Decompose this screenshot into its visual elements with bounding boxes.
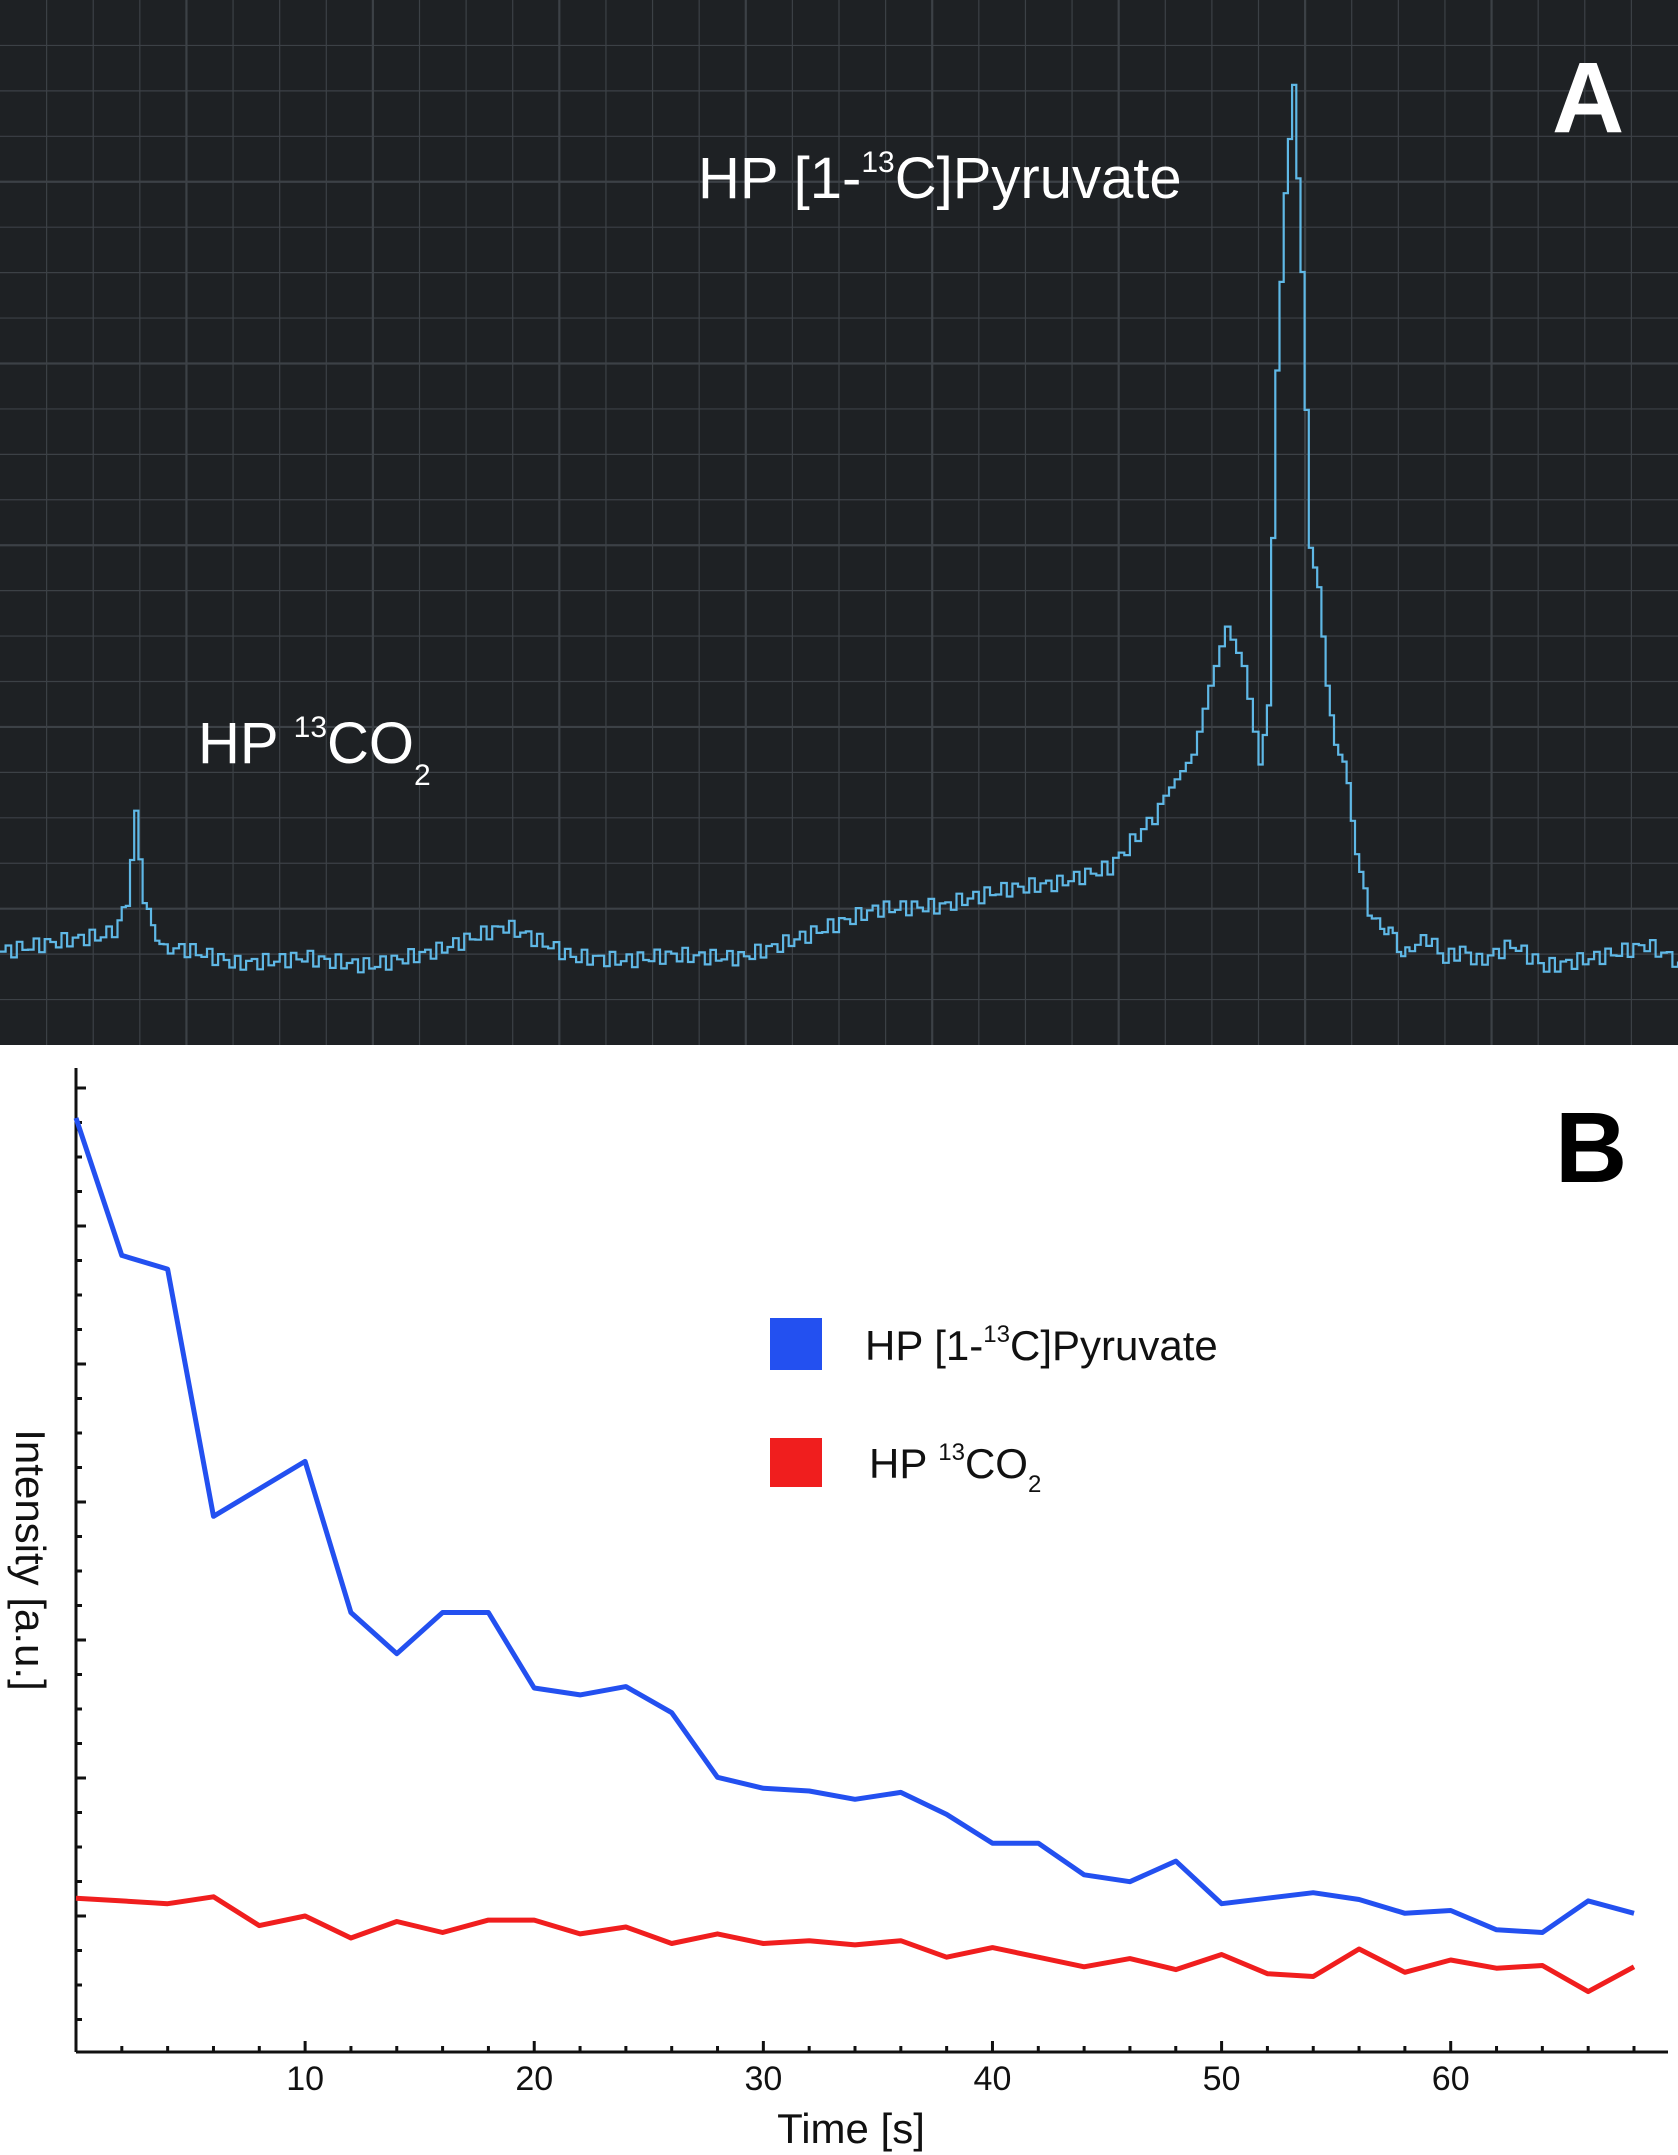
x-tick-label-60: 60 <box>1432 2060 1470 2098</box>
legend-co2-sup: 13 <box>938 1439 965 1466</box>
legend: HP [1-13C]Pyruvate HP 13CO2 <box>770 1318 1218 1498</box>
x-tick-label-50: 50 <box>1203 2060 1241 2098</box>
legend-label-pyruvate: HP [1-13C]Pyruvate <box>865 1321 1218 1369</box>
x-tick-label-30: 30 <box>744 2060 782 2098</box>
pyruvate-peak-label: HP [1-13C]Pyruvate <box>698 146 1182 211</box>
co2-peak-label: HP 13CO2 <box>198 711 431 792</box>
co2-peak-label-sup: 13 <box>294 711 327 744</box>
panel-a-letter: A <box>1552 42 1624 154</box>
legend-co2-rest: CO <box>965 1440 1028 1487</box>
pyruvate-peak-label-rest: C]Pyruvate <box>895 146 1182 211</box>
y-axis-ticks <box>76 1086 86 2021</box>
co2-peak-label-main: HP <box>198 711 294 776</box>
panel-b-letter: B <box>1555 1092 1627 1204</box>
series-line-co2 <box>75 1894 1636 1995</box>
series-line-pyruvate <box>73 1117 1635 1935</box>
x-axis-ticks <box>120 2041 1636 2052</box>
legend-pyruvate-sup: 13 <box>983 1321 1010 1348</box>
co2-peak-label-sub: 2 <box>414 759 431 792</box>
pyruvate-peak-label-main: HP [1- <box>698 146 861 211</box>
x-tick-label-10: 10 <box>286 2060 324 2098</box>
panel-a-grid <box>0 0 1678 1045</box>
legend-swatch-pyruvate <box>770 1318 822 1370</box>
legend-swatch-co2 <box>770 1438 822 1487</box>
legend-co2-main: HP <box>869 1440 938 1487</box>
legend-co2-sub: 2 <box>1028 1471 1041 1498</box>
legend-pyruvate-rest: C]Pyruvate <box>1010 1322 1218 1369</box>
co2-peak-label-rest: CO <box>327 711 414 776</box>
x-tick-label-20: 20 <box>515 2060 553 2098</box>
legend-label-co2: HP 13CO2 <box>869 1439 1041 1498</box>
y-axis-label: Intensity [a.u.] <box>7 1429 54 1690</box>
legend-pyruvate-main: HP [1- <box>865 1322 983 1369</box>
pyruvate-peak-label-sup: 13 <box>861 146 894 179</box>
spectrum-line <box>0 83 1678 974</box>
panel-a: HP [1-13C]Pyruvate HP 13CO2 A <box>0 0 1678 1045</box>
x-tick-label-40: 40 <box>974 2060 1012 2098</box>
panel-b: 10 20 30 40 50 60 Time [s] Intensity [a.… <box>7 1068 1668 2152</box>
x-axis-label: Time [s] <box>777 2105 925 2152</box>
